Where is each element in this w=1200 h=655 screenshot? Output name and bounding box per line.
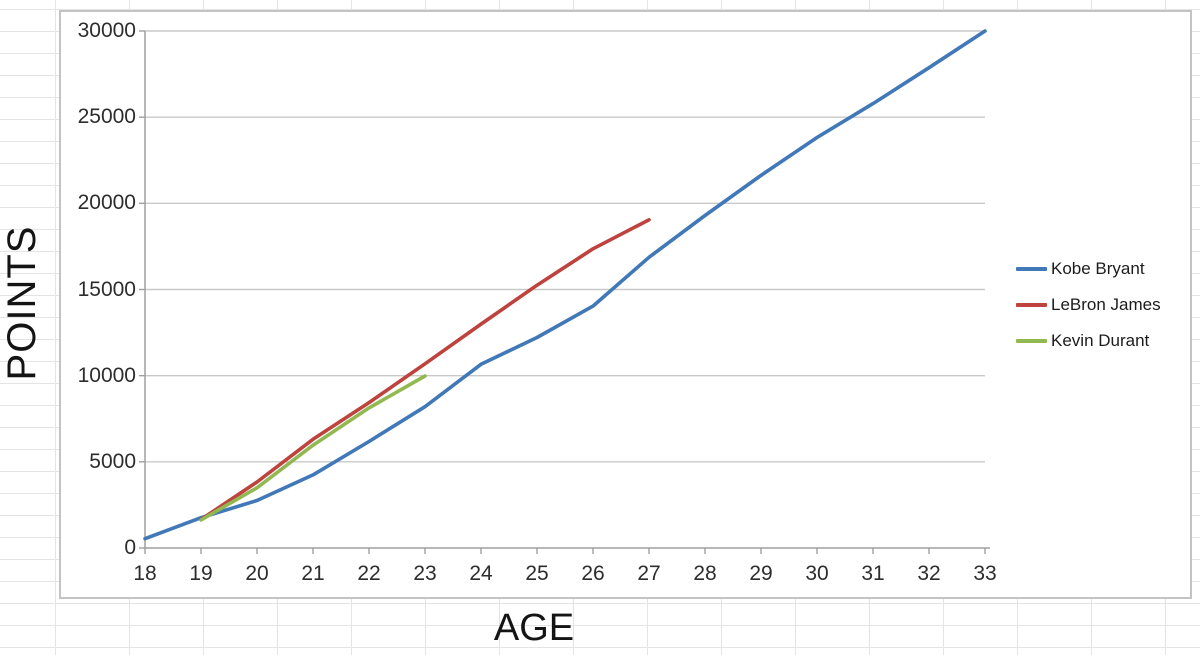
x-tick-label: 32 [917, 562, 941, 585]
legend-item-kobe-bryant[interactable]: Kobe Bryant [1016, 255, 1161, 283]
x-tick-label: 22 [357, 562, 381, 585]
y-tick-label: 10000 [77, 363, 136, 387]
y-tick-label: 20000 [77, 191, 136, 215]
x-axis-title[interactable]: AGE [493, 607, 575, 649]
x-tick-label: 19 [189, 562, 213, 585]
y-axis-title[interactable]: POINTS [0, 225, 44, 381]
x-tick-label: 25 [525, 562, 549, 585]
x-tick-label: 30 [805, 562, 829, 585]
x-tick-label: 24 [469, 562, 493, 585]
x-tick-label: 28 [693, 562, 717, 585]
legend-label: Kobe Bryant [1051, 259, 1145, 278]
x-tick-label: 20 [245, 562, 269, 585]
y-tick-label: 30000 [77, 19, 136, 42]
legend-label: Kevin Durant [1051, 331, 1150, 350]
chart-legend: Kobe Bryant LeBron James Kevin Durant [1016, 255, 1161, 363]
x-tick-label: 23 [413, 562, 437, 585]
legend-item-lebron-james[interactable]: LeBron James [1016, 291, 1161, 319]
legend-label: LeBron James [1051, 295, 1161, 314]
y-tick-label: 0 [124, 536, 136, 559]
legend-item-kevin-durant[interactable]: Kevin Durant [1016, 327, 1161, 355]
x-tick-label: 26 [581, 562, 605, 585]
y-tick-label: 5000 [89, 449, 136, 473]
legend-swatch [1016, 303, 1047, 307]
x-tick-label: 27 [637, 562, 661, 585]
legend-swatch [1016, 267, 1047, 271]
x-tick-label: 21 [301, 562, 325, 585]
y-tick-label: 25000 [77, 105, 136, 129]
legend-swatch [1016, 339, 1047, 343]
x-tick-label: 31 [861, 562, 885, 585]
x-tick-label: 18 [133, 562, 157, 585]
y-tick-label: 15000 [77, 277, 136, 301]
x-tick-label: 33 [973, 562, 997, 585]
x-tick-label: 29 [749, 562, 773, 585]
